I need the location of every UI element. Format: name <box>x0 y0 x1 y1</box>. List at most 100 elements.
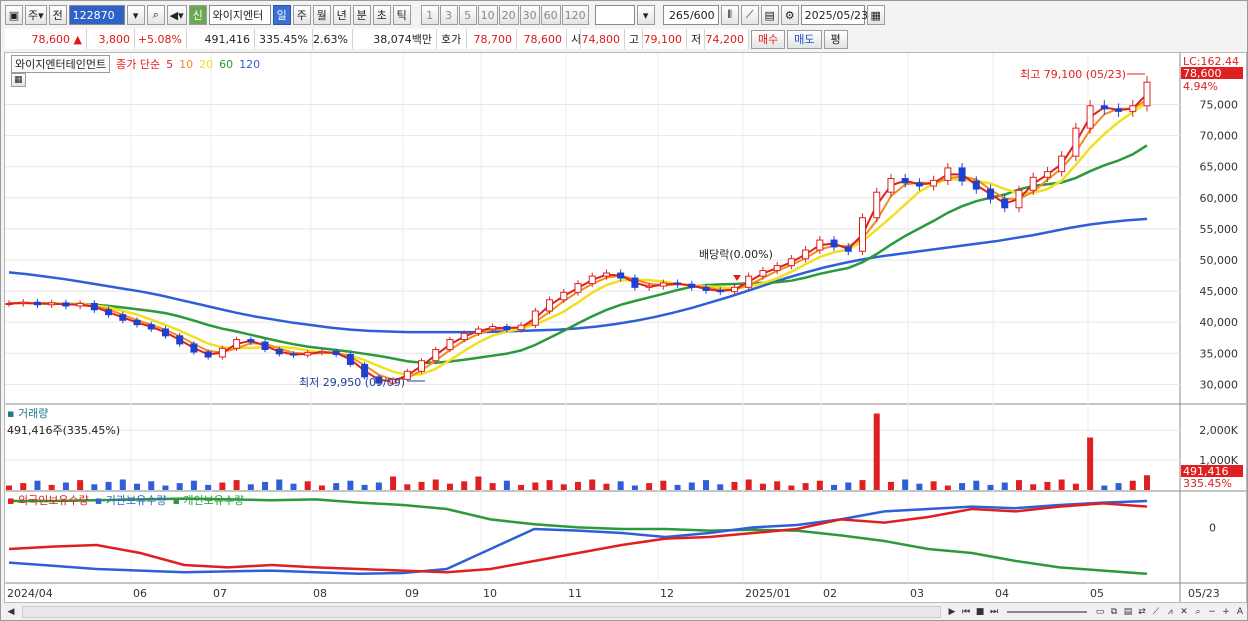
trend-icon[interactable]: ⟋ <box>1152 606 1160 617</box>
interval-input[interactable] <box>594 5 635 25</box>
window-icon[interactable]: ▣ <box>5 5 23 25</box>
high-value: 79,100 <box>643 29 687 49</box>
interval-button[interactable]: 20 <box>498 5 519 25</box>
interval-button[interactable]: 5 <box>458 5 477 25</box>
current-pct-label: 4.94% <box>1183 80 1218 93</box>
multi-trend-icon[interactable]: ⩘ <box>1167 606 1173 617</box>
font-size-icon[interactable]: A <box>1236 606 1244 617</box>
gear-icon[interactable]: ⚙ <box>780 5 799 25</box>
volume-bar <box>916 483 923 490</box>
layout-icon[interactable]: ▤ <box>1123 606 1133 617</box>
line-icon[interactable]: ⟋ <box>740 5 759 25</box>
volume-bar <box>1044 481 1051 490</box>
chart-canvas[interactable]: 30,000 35,000 40,000 45,000 50,000 55,000 60,0… <box>5 53 1246 602</box>
volume-bar <box>475 476 482 490</box>
period-tab[interactable]: 월 <box>312 5 331 25</box>
magnifier-icon[interactable]: ⌕ <box>1195 606 1201 617</box>
volume-bar <box>660 480 667 490</box>
interval-button[interactable]: 120 <box>561 5 589 25</box>
ma20-line <box>8 101 1148 377</box>
chevron-down-icon[interactable]: ▾ <box>126 5 145 25</box>
volume-subtitle: 491,416주(335.45%) <box>7 424 121 437</box>
period-tab[interactable]: 초 <box>372 5 391 25</box>
stop-icon[interactable]: ■ <box>975 606 985 617</box>
ma-period-label: 120 <box>239 57 261 71</box>
candle-body <box>588 275 596 285</box>
prev-button[interactable]: 전 <box>48 5 67 25</box>
volume-bar <box>20 483 27 490</box>
buy-button[interactable]: 매수 <box>751 29 786 49</box>
zoom-out-icon[interactable]: − <box>1208 606 1216 617</box>
period-tab[interactable]: 주 <box>292 5 311 25</box>
volume-bar <box>34 480 41 490</box>
candle-body <box>602 272 610 277</box>
volume-bar <box>205 484 212 490</box>
interval-button[interactable]: 60 <box>540 5 561 25</box>
table-icon[interactable]: ▦ <box>11 73 26 87</box>
first-page-icon[interactable]: ⏮ <box>961 606 971 617</box>
candle-icon[interactable]: ⫴ <box>720 5 739 25</box>
zoom-in-icon[interactable]: + <box>1222 606 1230 617</box>
volume-bar <box>759 483 766 490</box>
volume-title-text: 거래량 <box>17 407 49 420</box>
interval-button[interactable]: 3 <box>439 5 458 25</box>
crosshair-icon[interactable]: ✕ <box>1180 606 1188 617</box>
candle-body <box>161 328 169 337</box>
volume-bar <box>674 484 681 490</box>
window-small-icon[interactable]: ▭ <box>1095 606 1105 617</box>
candle-body <box>1086 105 1094 129</box>
speaker-icon[interactable]: ◀▾ <box>166 5 187 25</box>
last-page-icon[interactable]: ⏭ <box>989 606 999 617</box>
compare-icon[interactable]: ⇄ <box>1138 606 1146 617</box>
volume-legend: ▪ 거래량 491,416주(335.45%) <box>7 405 120 438</box>
quote-price: 78,600 ▲ <box>5 29 87 49</box>
period-tab[interactable]: 틱 <box>392 5 411 25</box>
period-tab[interactable]: 일 <box>272 5 291 25</box>
calendar-icon[interactable]: ▦ <box>866 5 885 25</box>
interval-button[interactable]: 10 <box>477 5 498 25</box>
candle-body <box>5 303 13 306</box>
code-input[interactable]: 122870 <box>68 5 125 25</box>
flat-button[interactable]: 평 <box>823 29 848 49</box>
scroll-left-icon[interactable]: ◀ <box>7 606 15 617</box>
period-main-select[interactable]: 주 ▾ <box>25 5 47 25</box>
play-icon[interactable]: ▶ <box>948 606 956 617</box>
candle-body <box>802 249 810 260</box>
candle-body <box>617 272 625 279</box>
y-tick-label: 75,000 <box>1200 99 1239 112</box>
candle-body <box>631 277 639 288</box>
ma120-line <box>8 217 1148 334</box>
count-field[interactable]: 265/600 <box>662 5 719 25</box>
candle-body <box>1001 198 1009 209</box>
zoom-slider[interactable] <box>1007 610 1087 613</box>
interval-button[interactable]: 1 <box>420 5 439 25</box>
volume-bar <box>148 481 155 490</box>
chevron-down-icon[interactable]: ▾ <box>636 5 655 25</box>
volume-bar <box>247 484 254 490</box>
volume-bar <box>546 480 553 490</box>
sell-button[interactable]: 매도 <box>787 29 822 49</box>
stock-name-field[interactable]: 와이지엔터 <box>208 5 271 25</box>
period-tab[interactable]: 분 <box>352 5 371 25</box>
horizontal-scrollbar[interactable] <box>22 605 941 618</box>
y-tick-label: 40,000 <box>1200 316 1239 329</box>
volume-bar <box>503 480 510 490</box>
save-icon[interactable]: ▤ <box>760 5 779 25</box>
count-value: 265 <box>668 8 690 22</box>
candle-body <box>247 339 255 343</box>
chart-area[interactable]: 30,000 35,000 40,000 45,000 50,000 55,000 60,0… <box>4 52 1247 603</box>
y-tick-label: 70,000 <box>1200 130 1239 143</box>
candle-body <box>62 302 70 307</box>
date-field[interactable]: 2025/05/23 <box>800 5 868 25</box>
volume-bar <box>560 484 567 490</box>
interval-button[interactable]: 30 <box>519 5 540 25</box>
quote-turnover: 2.63% <box>313 29 353 49</box>
institution-holding-line <box>8 499 1148 576</box>
window-multi-icon[interactable]: ⧉ <box>1110 606 1118 617</box>
period-tab[interactable]: 년 <box>332 5 351 25</box>
volume-bar <box>304 481 311 490</box>
search-icon[interactable]: ⌕ <box>146 5 165 25</box>
x-tick-label: 04 <box>995 587 1009 600</box>
x-tick-label: 07 <box>213 587 227 600</box>
